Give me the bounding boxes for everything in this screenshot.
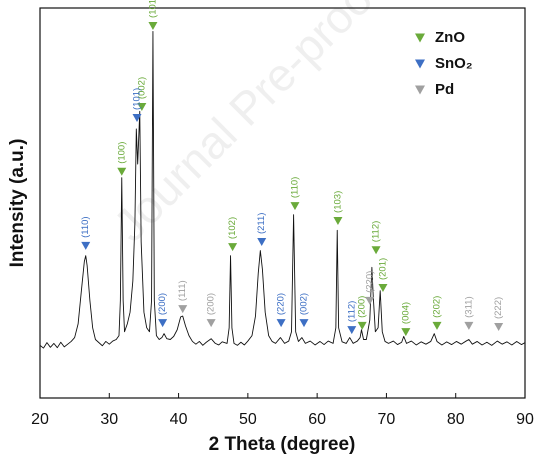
peak-label: (111)	[177, 280, 188, 301]
peak-marker	[206, 319, 216, 328]
x-axis-label: 2 Theta (degree)	[209, 434, 356, 455]
peak-label: (110)	[80, 216, 91, 237]
peak-marker	[117, 167, 127, 176]
peak-marker	[299, 319, 309, 328]
x-tick-label: 90	[516, 411, 534, 428]
legend-marker	[415, 33, 425, 43]
x-tick-label: 60	[308, 411, 326, 428]
peak-marker	[401, 328, 411, 337]
legend-marker	[415, 85, 425, 95]
peak-marker	[257, 238, 267, 246]
peak-marker	[464, 321, 474, 330]
peak-label: (004)	[400, 302, 411, 324]
y-axis-label: Intensity (a.u.)	[7, 139, 28, 268]
peak-marker	[81, 241, 91, 250]
peak-label: (220)	[364, 271, 375, 293]
peak-marker	[276, 319, 286, 328]
x-tick-label: 50	[239, 411, 257, 428]
peak-label: (112)	[371, 221, 382, 242]
peak-label: (200)	[357, 296, 368, 318]
peak-label: (311)	[463, 296, 474, 317]
peak-label: (103)	[332, 191, 343, 213]
peak-label: (101)	[132, 88, 143, 110]
peak-label: (220)	[276, 293, 287, 315]
peak-label: (101)	[147, 0, 158, 18]
peak-label: (002)	[136, 77, 147, 99]
x-tick-label: 30	[100, 411, 118, 428]
peak-marker	[365, 296, 375, 305]
peak-marker	[432, 321, 442, 330]
peak-marker	[347, 326, 357, 335]
peak-label: (002)	[298, 293, 309, 315]
peak-label: (110)	[289, 177, 300, 198]
peak-label: (102)	[227, 217, 238, 239]
peak-marker	[228, 243, 238, 252]
peak-label: (222)	[493, 297, 504, 319]
x-tick-label: 20	[31, 411, 49, 428]
peak-marker	[148, 21, 158, 30]
peak-marker	[137, 103, 147, 112]
peak-marker	[178, 305, 188, 314]
legend-label: Pd	[435, 81, 454, 98]
x-tick-label: 80	[447, 411, 465, 428]
x-tick-label: 70	[378, 411, 396, 428]
peak-marker	[132, 113, 142, 122]
watermark: Journal Pre-proof	[103, 0, 391, 251]
plot-frame	[39, 7, 526, 399]
peak-marker	[378, 284, 388, 293]
peak-label: (211)	[256, 213, 267, 234]
peak-label: (200)	[206, 293, 217, 315]
peak-label: (100)	[116, 142, 127, 164]
x-tick-label: 40	[170, 411, 188, 428]
peak-marker	[371, 246, 381, 255]
legend-marker	[415, 59, 425, 69]
peak-marker	[290, 202, 300, 211]
peak-label: (202)	[432, 296, 443, 318]
peak-marker	[333, 216, 343, 225]
peak-label: (201)	[377, 258, 388, 280]
xrd-trace	[39, 30, 526, 349]
peak-label: (112)	[346, 301, 357, 322]
peak-marker	[494, 323, 504, 332]
legend-label: ZnO	[435, 29, 465, 46]
peak-marker	[357, 321, 367, 330]
peak-marker	[158, 319, 168, 328]
legend-label: SnO₂	[435, 55, 473, 72]
peak-label: (200)	[157, 293, 168, 315]
